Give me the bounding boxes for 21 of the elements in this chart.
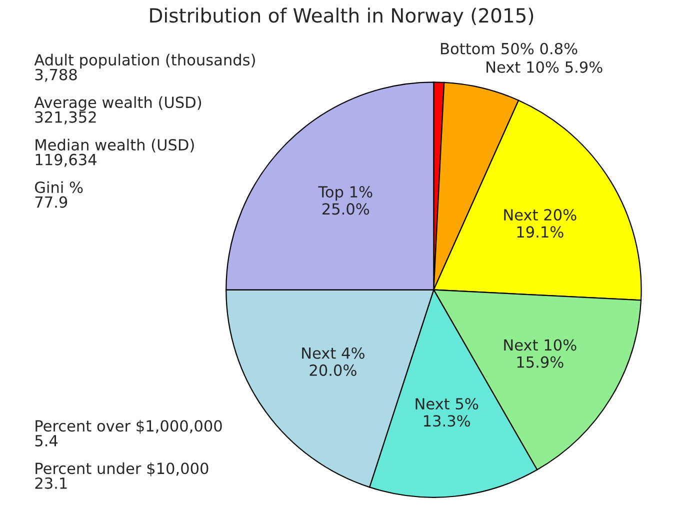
data-label: 19.1% (517, 226, 564, 238)
data-label: 15.9% (517, 356, 564, 368)
slice-label: Bottom 50% (441, 42, 534, 54)
slice-label: Top 1% (318, 186, 372, 201)
data-label: 20.0% (310, 364, 356, 376)
data-label: 0.8% (540, 42, 578, 54)
text: Adult population (thousands) 3,788 (34, 54, 255, 82)
text: Percent under $10,000 23.1 (35, 462, 208, 489)
data-label: 5.9% (566, 61, 602, 73)
chart-title: Distribution of Wealth in Norway (2015) (150, 8, 534, 26)
slice-label: Next 10% (504, 339, 576, 351)
text: Gini % 77.9 (35, 181, 83, 208)
text: Average wealth (USD) 321,352 (34, 96, 202, 124)
slice-label: Next 10% (486, 61, 559, 73)
text: Median wealth (USD) 119,634 (36, 138, 194, 167)
slice-label: Next 5% (416, 398, 478, 410)
text: Percent over $1,000,000 5.4 (35, 420, 222, 446)
data-label: 13.3% (424, 415, 470, 427)
data-label: 25.0% (322, 203, 370, 215)
slice-label: Next 4% (302, 347, 364, 359)
slice-label: Next 20% (504, 209, 576, 221)
